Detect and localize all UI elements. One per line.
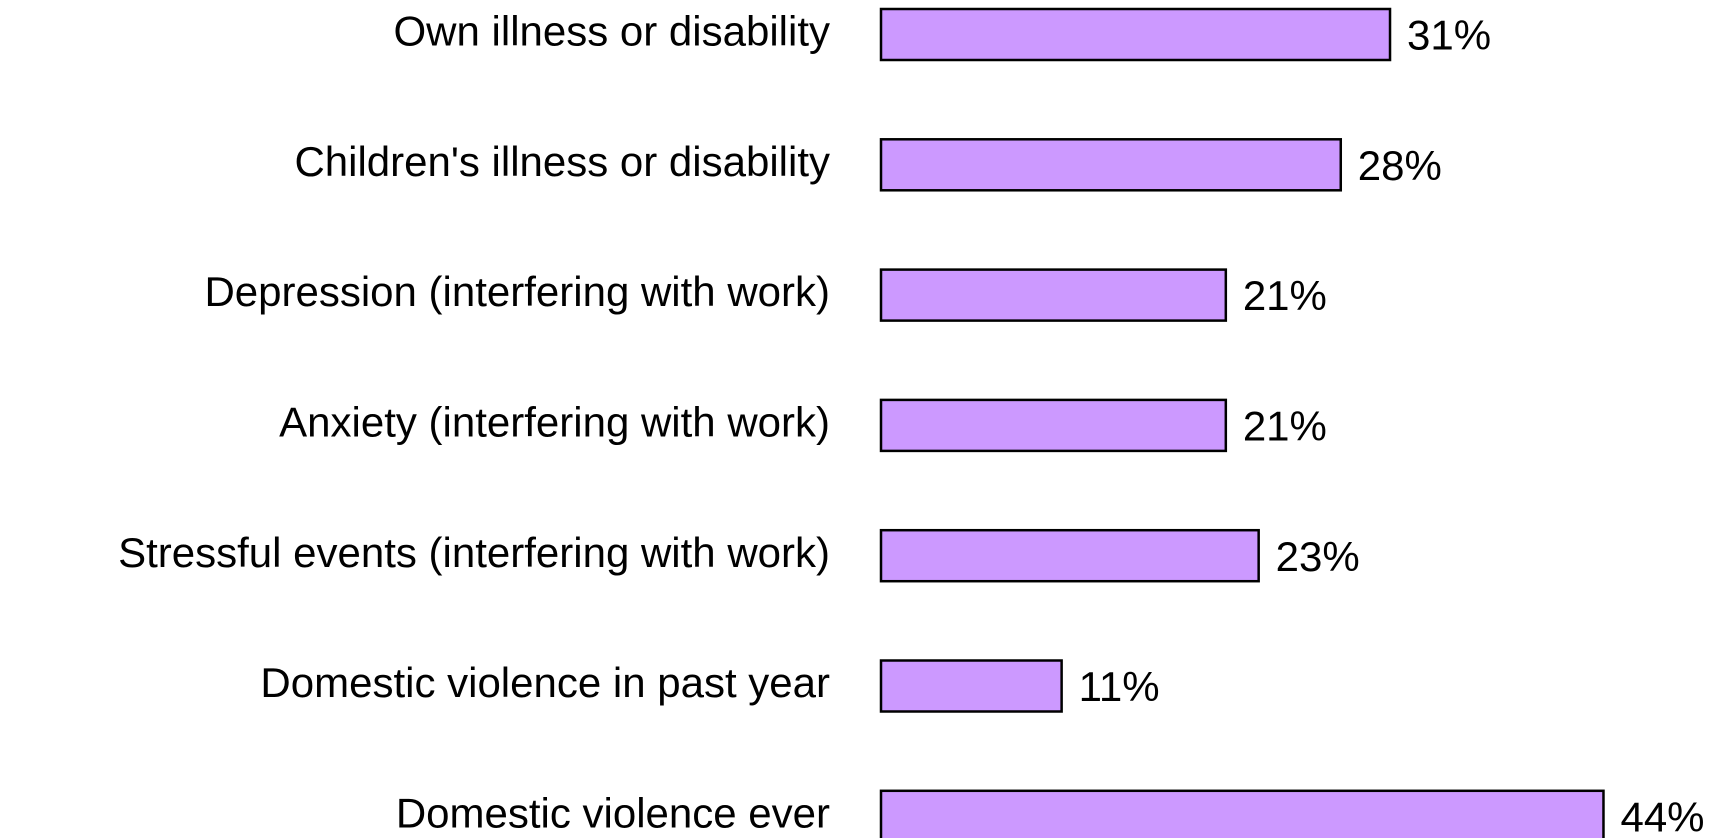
value-label: 11% xyxy=(1079,663,1160,710)
bar xyxy=(879,268,1228,322)
bar xyxy=(879,398,1228,453)
category-label: Domestic violence in past year xyxy=(260,659,830,706)
value-label: 23% xyxy=(1276,533,1360,580)
bar xyxy=(879,7,1392,62)
category-label: Anxiety (interfering with work) xyxy=(279,398,830,445)
value-label: 28% xyxy=(1358,142,1442,189)
value-label: 44% xyxy=(1620,793,1704,838)
bar xyxy=(879,138,1343,192)
category-label: Own illness or disability xyxy=(394,8,831,55)
value-label: 31% xyxy=(1407,12,1491,59)
bar xyxy=(879,528,1260,583)
bar xyxy=(879,789,1605,838)
value-label: 21% xyxy=(1243,402,1327,449)
category-label: Stressful events (interfering with work) xyxy=(118,529,830,576)
category-label: Children's illness or disability xyxy=(294,138,830,185)
value-label: 21% xyxy=(1243,272,1327,319)
bar xyxy=(879,659,1063,713)
category-label: Depression (interfering with work) xyxy=(204,268,830,315)
category-label: Domestic violence ever xyxy=(396,789,830,836)
